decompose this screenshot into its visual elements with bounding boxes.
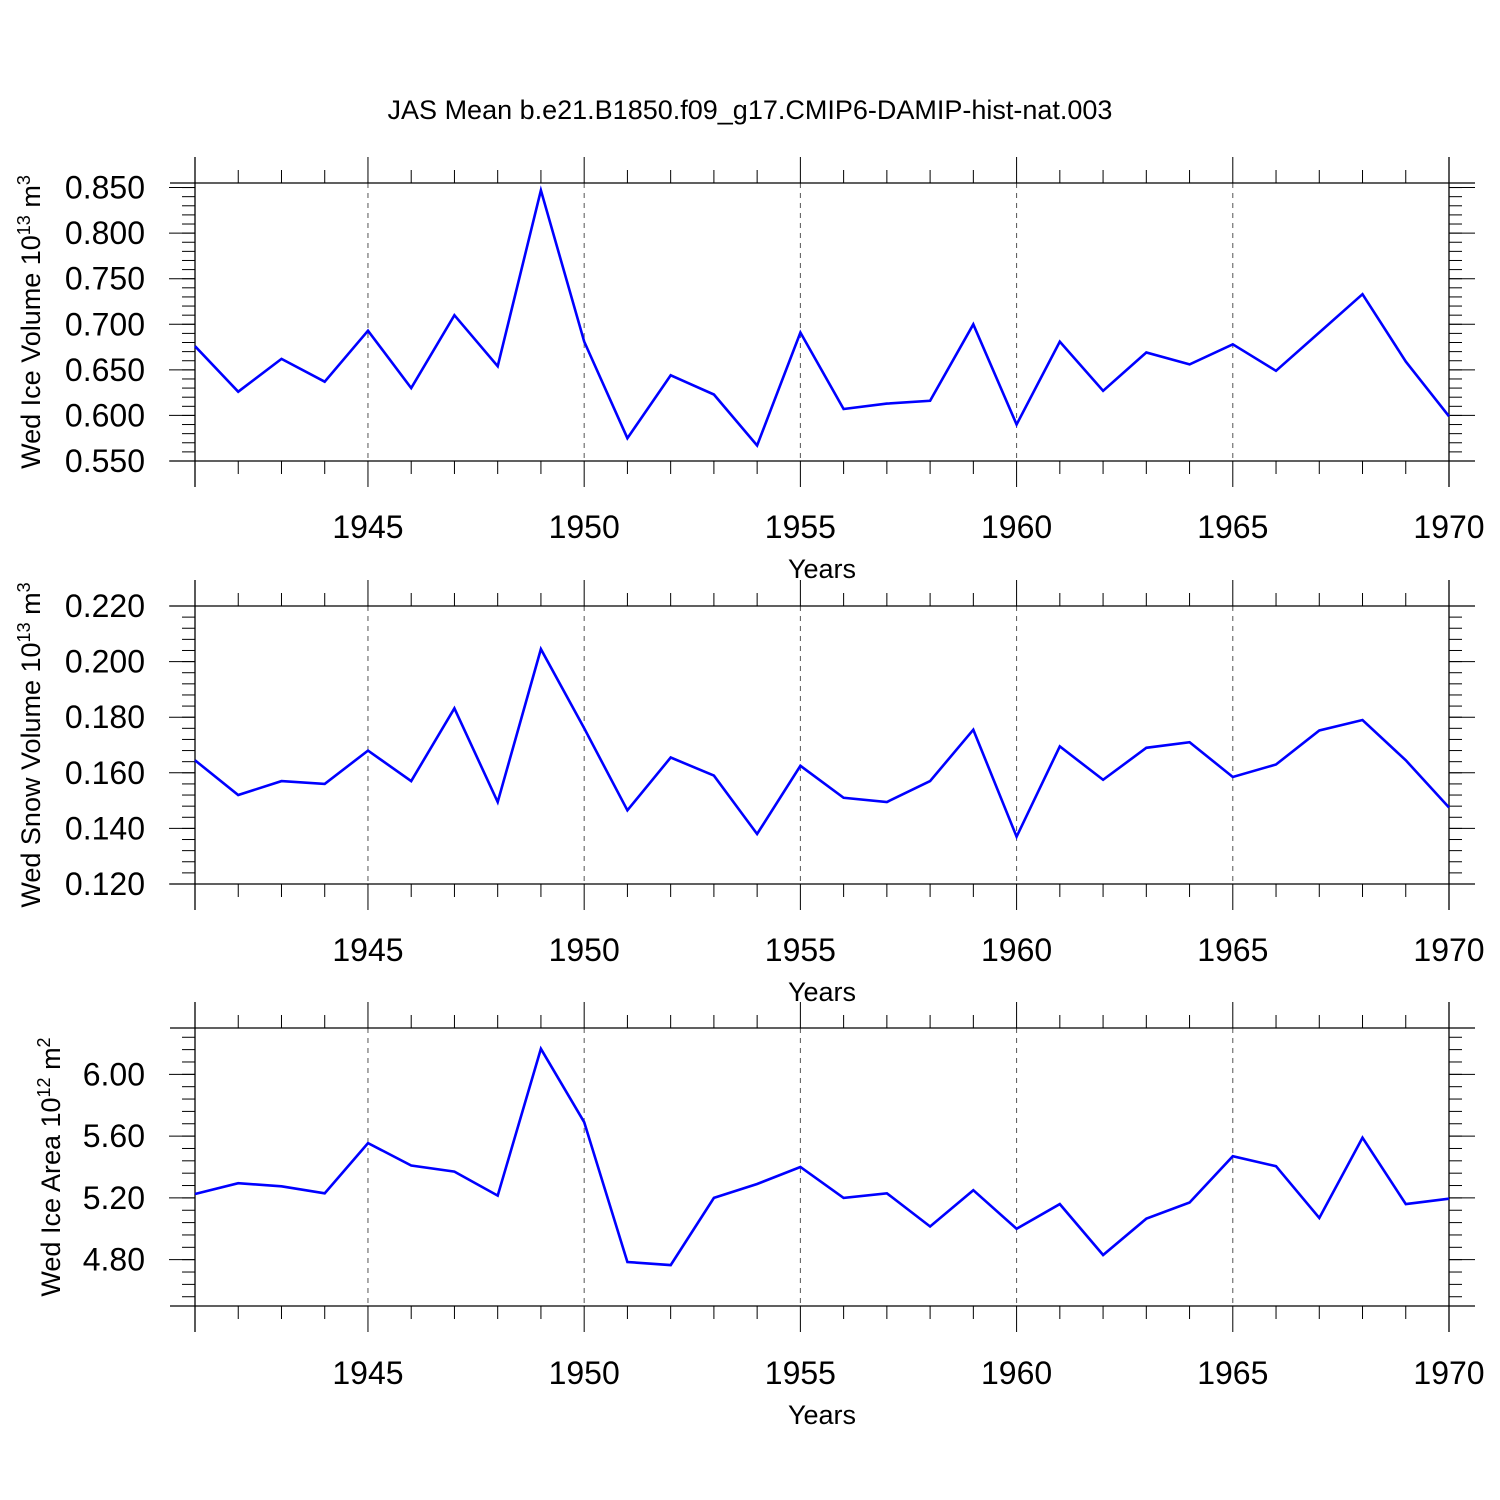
panel-3-ytick-label-1: 5.20 (83, 1180, 145, 1216)
panel-2-ylabel: Wed Snow Volume 1013 m3 (14, 582, 46, 907)
panel-2-ytick-label-1: 0.140 (65, 810, 145, 846)
panel-1-ytick-label-4: 0.750 (65, 261, 145, 297)
panel-1-xtick-label-1970: 1970 (1413, 509, 1484, 545)
panel-2-series-line-0 (194, 645, 1450, 840)
panel-2-xtick-label-1965: 1965 (1197, 932, 1268, 968)
panel-2-xlabel: Years (788, 977, 856, 1007)
panel-1-ytick-label-2: 0.650 (65, 352, 145, 388)
panel-3-xtick-label-1970: 1970 (1413, 1355, 1484, 1391)
panel-3-ylabel: Wed Ice Area 1012 m2 (34, 1037, 66, 1296)
panel-2-ytick-label-2: 0.160 (65, 755, 145, 791)
panel-1-ytick-label-3: 0.700 (65, 306, 145, 342)
panel-3-xtick-label-1945: 1945 (332, 1355, 403, 1391)
panel-1-ytick-label-0: 0.550 (65, 443, 145, 479)
panel-2-ytick-label-0: 0.120 (65, 866, 145, 902)
panel-1-xlabel: Years (788, 554, 856, 584)
panel-3-xtick-label-1960: 1960 (981, 1355, 1052, 1391)
panel-3-series-line-0 (194, 1045, 1450, 1267)
panel-3-ytick-label-3: 6.00 (83, 1056, 145, 1092)
panel-3-xtick-label-1950: 1950 (549, 1355, 620, 1391)
panel-1-ylabel: Wed Ice Volume 1013 m3 (14, 175, 46, 469)
panel-2-xtick-label-1960: 1960 (981, 932, 1052, 968)
panel-1-series-line-0 (194, 185, 1451, 449)
panel-1-xtick-label-1960: 1960 (981, 509, 1052, 545)
panel-2-xtick-label-1950: 1950 (549, 932, 620, 968)
panel-1-xtick-label-1945: 1945 (332, 509, 403, 545)
panel-3-xlabel: Years (788, 1400, 856, 1430)
panel-1-ytick-label-6: 0.850 (65, 170, 145, 206)
panel-1-xtick-label-1950: 1950 (549, 509, 620, 545)
panel-2-ytick-label-5: 0.220 (65, 588, 145, 624)
panel-1-ytick-label-5: 0.800 (65, 215, 145, 251)
panel-2-ytick-label-4: 0.200 (65, 644, 145, 680)
panel-2-xtick-label-1955: 1955 (765, 932, 836, 968)
panel-3-ytick-label-0: 4.80 (83, 1242, 145, 1278)
panel-1-xtick-label-1965: 1965 (1197, 509, 1268, 545)
panel-3-ytick-label-2: 5.60 (83, 1118, 145, 1154)
panel-1-xtick-label-1955: 1955 (765, 509, 836, 545)
panel-2-ytick-label-3: 0.180 (65, 699, 145, 735)
panel-1-ytick-label-1: 0.600 (65, 397, 145, 433)
panel-3-xtick-label-1965: 1965 (1197, 1355, 1268, 1391)
panel-2-xtick-label-1970: 1970 (1413, 932, 1484, 968)
panel-2-xtick-label-1945: 1945 (332, 932, 403, 968)
panel-3-xtick-label-1955: 1955 (765, 1355, 836, 1391)
chart-title: JAS Mean b.e21.B1850.f09_g17.CMIP6-DAMIP… (388, 95, 1113, 125)
